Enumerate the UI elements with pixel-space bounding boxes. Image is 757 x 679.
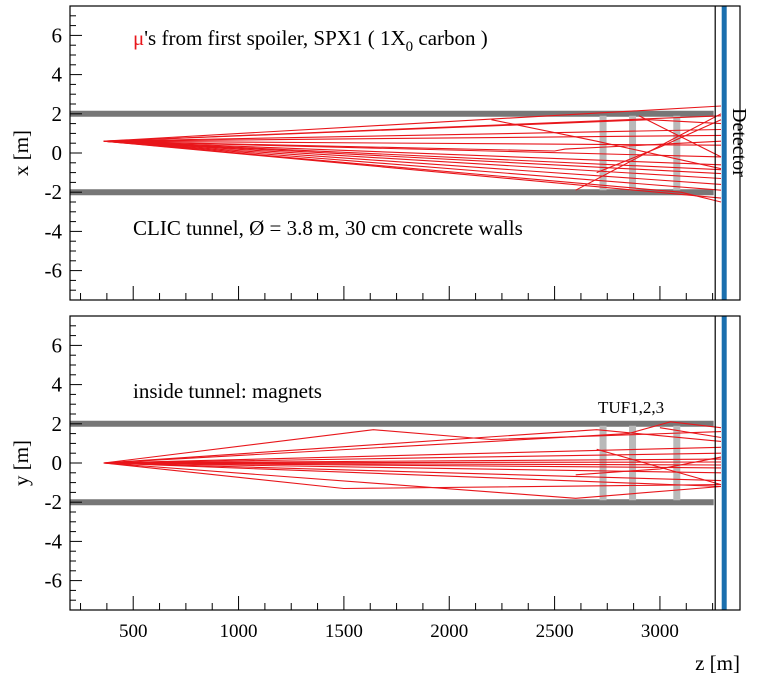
muon-track-4 <box>103 134 722 142</box>
muon-track-16 <box>491 119 722 170</box>
detector-label: Detector <box>728 108 750 177</box>
title-text: 's from first spoiler, SPX1 ( 1X <box>144 26 405 50</box>
muon-track-16 <box>659 427 722 439</box>
title-mu-symbol: μ <box>133 26 144 50</box>
y-tick-label: -4 <box>45 529 63 553</box>
muon-track-15 <box>103 140 722 203</box>
muon-track-8 <box>103 462 722 469</box>
muon-track-12 <box>103 462 722 499</box>
y-tick-label: -4 <box>45 219 63 243</box>
y-tick-label: 2 <box>52 412 63 436</box>
x-tick-label: 1500 <box>325 621 363 642</box>
muon-track-13 <box>103 462 722 490</box>
title-subscript: 0 <box>406 39 414 55</box>
y-tick-label: -6 <box>45 259 63 283</box>
y-tick-label: -2 <box>45 490 63 514</box>
y-tick-label: 0 <box>52 451 63 475</box>
x-tick-label: 500 <box>119 621 148 642</box>
muon-track-9 <box>103 462 722 474</box>
x-tick-label: 1000 <box>220 621 258 642</box>
muon-track-3 <box>103 128 722 142</box>
tunnel-note: CLIC tunnel, Ø = 3.8 m, 30 cm concrete w… <box>133 216 523 240</box>
muon-track-7 <box>103 140 722 158</box>
top-panel-x-vs-z: -6 -4 -2 0 2 4 6 x [m] μ's from first spoiler, S… <box>9 5 750 301</box>
y-tick-label: -2 <box>45 180 63 204</box>
muon-track-8 <box>103 140 722 166</box>
muon-track-14 <box>596 448 722 486</box>
muon-track-19 <box>638 115 722 158</box>
y-tick-label: -6 <box>45 569 63 593</box>
y-tick-label: 6 <box>52 333 63 357</box>
muon-track-3 <box>103 446 722 464</box>
tuf-label: TUF1,2,3 <box>598 398 664 417</box>
y-tick-label: 4 <box>52 373 63 397</box>
panel-title: μ's from first spoiler, SPX1 ( 1X0 carbo… <box>133 26 488 55</box>
muon-track-0 <box>103 105 722 142</box>
y-axis-label: x [m] <box>9 130 33 176</box>
y-tick-label: 2 <box>52 102 63 126</box>
muon-track-11 <box>103 140 722 180</box>
muon-track-1 <box>103 421 722 464</box>
x-axis-label: z [m] <box>695 651 740 675</box>
x-tick-label: 3000 <box>641 621 679 642</box>
muon-track-18 <box>596 119 722 174</box>
x-tick-label: 2000 <box>430 621 468 642</box>
muon-track-10 <box>103 462 722 482</box>
y-tick-label: 4 <box>52 63 63 87</box>
muon-track-9 <box>103 140 722 171</box>
x-tick-label: 2500 <box>536 621 574 642</box>
muon-track-2 <box>103 119 722 142</box>
muon-track-11 <box>103 462 722 488</box>
muon-track-12 <box>103 140 722 185</box>
y-tick-label: 6 <box>52 23 63 47</box>
inside-tunnel-note: inside tunnel: magnets <box>133 379 322 403</box>
muon-track-2 <box>103 429 722 464</box>
muon-track-13 <box>103 140 722 191</box>
muon-track-15 <box>575 456 722 476</box>
y-axis-label: y [m] <box>9 440 33 486</box>
title-text-end: carbon ) <box>413 26 488 50</box>
muon-track-6 <box>103 140 722 152</box>
muon-track-5 <box>103 140 722 146</box>
bottom-panel-y-vs-z: -6 -4 -2 0 2 4 6 500 1000 1500 2000 2500 3000 y [m] in… <box>9 315 741 642</box>
y-tick-label: 0 <box>52 141 63 165</box>
